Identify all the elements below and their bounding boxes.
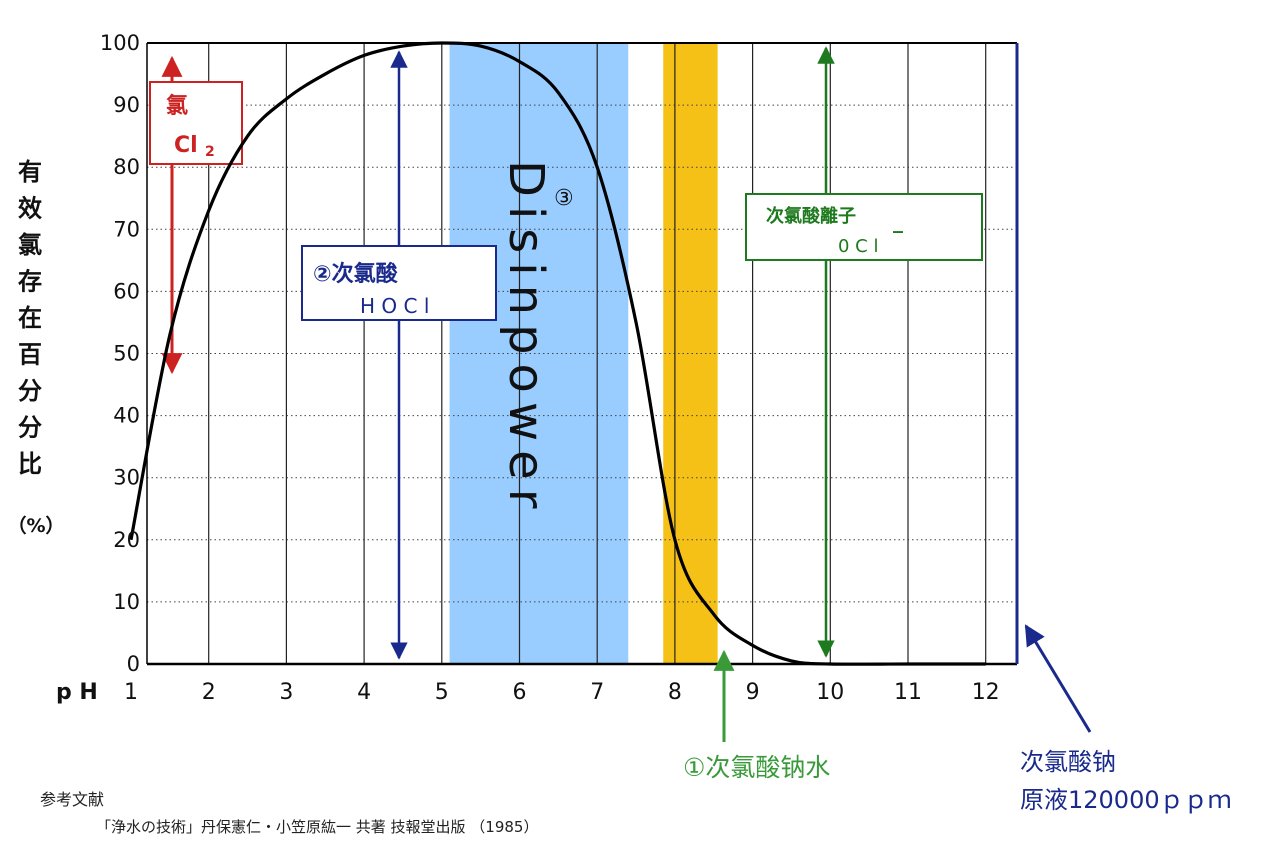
y-tick-label: 80	[113, 155, 140, 179]
y-tick-label: 20	[113, 528, 140, 552]
x-tick-label: 8	[668, 680, 682, 705]
disinpower-mark: ③	[554, 186, 574, 211]
y-tick-label: 10	[113, 590, 140, 614]
y-axis-label: 有效氯存在百分分比	[18, 158, 42, 478]
y-tick-label: 100	[100, 31, 140, 55]
y-tick-label: 40	[113, 404, 140, 428]
hocl-formula: H O C l	[360, 294, 429, 318]
ocl-minus: _	[893, 209, 903, 233]
reference-title: 参考文献	[40, 790, 104, 809]
x-tick-label: 6	[513, 680, 527, 705]
x-tick-label: 11	[894, 680, 922, 705]
x-tick-label: 9	[746, 680, 760, 705]
y-tick-label: 60	[113, 279, 140, 303]
x-tick-label: 5	[435, 680, 449, 705]
x-tick-label: 2	[202, 680, 216, 705]
x-tick-label: 1	[124, 680, 138, 705]
x-axis-prefix: p H	[56, 680, 98, 705]
stock-label-line2: 原液120000ｐｐｍ	[1020, 786, 1232, 814]
y-tick-label: 50	[113, 342, 140, 366]
disinpower-label: Disinpower	[498, 160, 554, 517]
stock-arrow	[1026, 626, 1090, 732]
cl2-label: 氯	[166, 93, 188, 119]
band-1	[663, 43, 717, 664]
sodium-water-label: ①次氯酸钠水	[683, 753, 830, 782]
stock-label-line1: 次氯酸钠	[1020, 748, 1116, 776]
y-tick-label: 30	[113, 466, 140, 490]
y-tick-label: 90	[113, 93, 140, 117]
cl2-formula: Cl	[174, 133, 198, 158]
y-tick-label: 70	[113, 217, 140, 241]
cl2-subscript: 2	[205, 144, 215, 160]
x-tick-label: 10	[816, 680, 844, 705]
ocl-formula: 0 C l	[838, 236, 878, 257]
x-tick-label: 7	[590, 680, 604, 705]
y-axis-unit: （%）	[7, 514, 64, 537]
reference-citation: 「浄水の技術」丹保憲仁・小笠原紘一 共著 技報堂出版 （1985）	[96, 818, 538, 836]
x-tick-label: 4	[357, 680, 371, 705]
x-tick-label: 3	[279, 680, 293, 705]
y-tick-label: 0	[127, 652, 140, 676]
x-tick-label: 12	[972, 680, 1000, 705]
hocl-label: ②次氯酸	[313, 261, 399, 287]
ocl-label: 次氯酸離子	[766, 205, 856, 227]
